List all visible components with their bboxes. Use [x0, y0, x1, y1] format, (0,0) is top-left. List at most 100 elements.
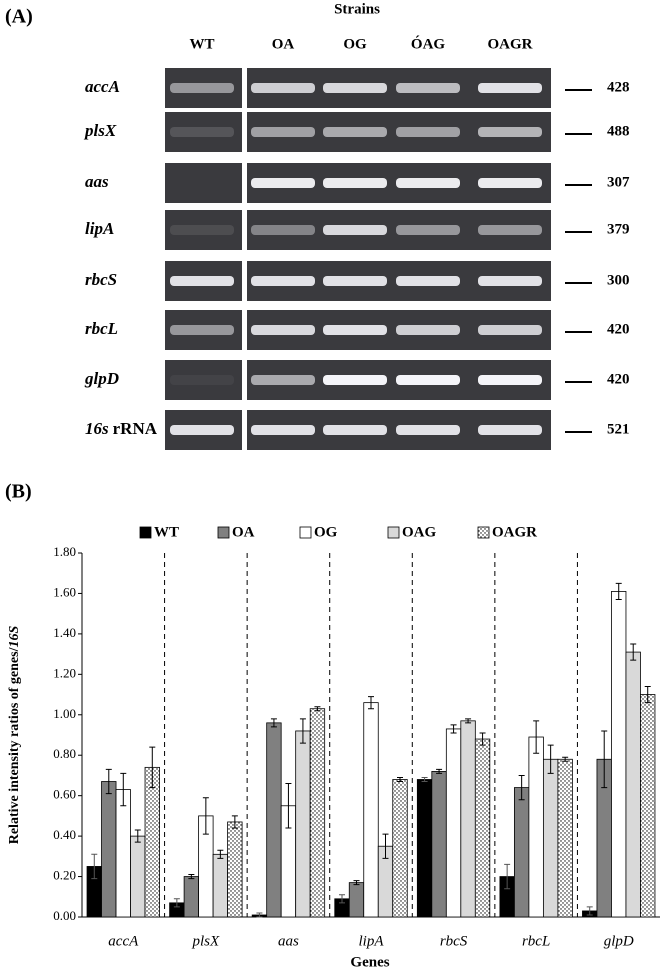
error-bar — [299, 718, 306, 744]
size-label: 420 — [607, 371, 630, 387]
gene-label: rbcL — [85, 319, 118, 338]
y-tick-label: 0.80 — [53, 746, 76, 761]
gel-band — [396, 425, 460, 435]
bar — [212, 853, 229, 918]
gel-band — [478, 425, 542, 435]
gene-name: glpD — [84, 369, 119, 388]
gel-band — [396, 225, 460, 235]
gel-header: Strains — [334, 1, 380, 17]
gel-band — [251, 225, 315, 235]
gel-band — [251, 178, 315, 188]
gel-band — [478, 325, 542, 335]
gene-label: aas — [85, 172, 109, 191]
error-bar — [353, 880, 360, 886]
bar — [611, 591, 627, 918]
error-bar — [479, 732, 486, 746]
gel-band — [323, 325, 387, 335]
error-bar — [188, 874, 195, 880]
gene-label: glpD — [84, 369, 119, 388]
bar — [640, 694, 656, 918]
bar — [625, 651, 641, 918]
y-axis-label: Relative intensity ratios of genes/16S — [7, 626, 22, 845]
gel-band — [478, 225, 542, 235]
gel-band — [323, 276, 387, 286]
bar — [115, 789, 131, 918]
gel-band — [251, 276, 315, 286]
size-label: 488 — [607, 123, 630, 139]
gel-band — [323, 83, 387, 93]
size-label: 420 — [607, 321, 630, 337]
size-label: 521 — [607, 421, 630, 437]
lane-label: OA — [272, 36, 295, 52]
error-bar — [518, 774, 525, 801]
legend-swatch — [387, 526, 400, 539]
gel-band — [478, 83, 542, 93]
error-bar — [368, 696, 374, 710]
gel-band — [170, 375, 234, 385]
y-tick-label: 0.60 — [53, 787, 76, 802]
bar — [266, 722, 282, 918]
size-label: 300 — [607, 272, 630, 288]
y-tick-label: 1.60 — [53, 584, 76, 599]
bar — [183, 876, 200, 918]
error-bar — [615, 582, 622, 601]
gel-band — [478, 127, 542, 137]
legend-swatch — [477, 526, 490, 539]
bar — [557, 758, 573, 918]
legend-label: OA — [232, 524, 255, 540]
gene-label: plsX — [83, 121, 117, 140]
error-bar — [436, 768, 443, 774]
gel-band — [323, 225, 387, 235]
legend-swatch — [139, 526, 152, 539]
gel-band — [478, 178, 542, 188]
lane-label: WT — [189, 36, 214, 52]
error-bar — [644, 685, 651, 704]
size-label: 428 — [607, 79, 630, 95]
bar — [309, 708, 326, 918]
y-axis-label-text: Relative intensity ratios of genes/ — [7, 646, 22, 844]
gel-band — [478, 375, 542, 385]
x-tick-label: rbcS — [440, 933, 468, 949]
gel-band — [323, 375, 387, 385]
gene-name: lipA — [85, 219, 114, 238]
error-bar — [504, 863, 511, 890]
bar — [445, 728, 462, 918]
gene-name: plsX — [83, 121, 117, 140]
gel-band — [396, 375, 460, 385]
y-tick-label: 0.20 — [53, 868, 76, 883]
y-tick-label: 1.40 — [53, 625, 76, 640]
gene-name: accA — [85, 77, 120, 96]
panel-label: (A) — [5, 6, 33, 28]
gel-band — [170, 325, 234, 335]
size-label: 379 — [607, 221, 630, 237]
bar — [513, 787, 530, 918]
error-bar — [217, 849, 224, 859]
gel-band — [170, 83, 234, 93]
gel-band — [251, 127, 315, 137]
error-bar — [105, 768, 112, 795]
gel-band — [170, 425, 234, 435]
legend-label: OAG — [402, 524, 437, 540]
gene-suffix: rRNA — [113, 419, 158, 438]
gel-band — [251, 325, 315, 335]
bar — [392, 779, 408, 918]
gel-band — [323, 127, 387, 137]
error-bar — [547, 744, 554, 774]
x-tick-label: rbcL — [522, 933, 550, 949]
bar — [431, 771, 447, 918]
error-bar — [465, 718, 472, 724]
gel-band — [170, 127, 234, 137]
gel-image — [165, 210, 242, 250]
error-bar — [256, 912, 263, 918]
gene-label: rbcS — [85, 270, 117, 289]
legend-swatch — [217, 526, 230, 539]
error-bar — [285, 783, 292, 829]
gene-name: aas — [85, 172, 109, 191]
legend-label: OAGR — [492, 524, 537, 540]
gel-band — [170, 276, 234, 286]
bar — [348, 882, 365, 918]
error-bar — [450, 724, 457, 734]
error-bar — [270, 718, 277, 728]
bar — [416, 779, 433, 918]
